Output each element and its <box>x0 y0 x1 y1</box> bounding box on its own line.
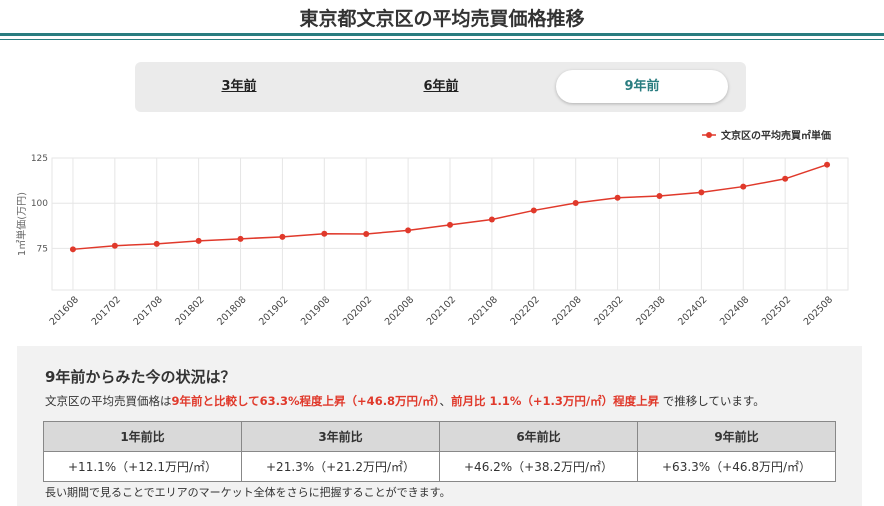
x-tick-label: 202502 <box>760 294 793 327</box>
x-tick-label: 202008 <box>383 294 416 327</box>
table-header: 6年前比 <box>439 421 638 452</box>
table-header: 3年前比 <box>241 421 440 452</box>
y-tick-label: 125 <box>31 154 48 164</box>
point <box>111 242 118 249</box>
y-axis-label: 1㎡単価(万円) <box>15 192 28 256</box>
point <box>782 175 789 182</box>
point <box>363 230 370 237</box>
x-tick-label: 202408 <box>718 294 751 327</box>
y-tick-label: 100 <box>31 199 48 209</box>
point <box>405 227 412 234</box>
table-cell: +21.3%（+21.2万円/㎡） <box>241 451 440 482</box>
x-tick-label: 201702 <box>90 294 123 327</box>
divider <box>0 39 884 40</box>
point <box>572 200 579 207</box>
point <box>69 246 76 253</box>
point <box>195 237 202 244</box>
legend-swatch <box>706 132 712 138</box>
x-tick-label: 202208 <box>550 294 583 327</box>
tab-bar: 3年前 6年前 9年前 <box>135 62 746 112</box>
x-tick-label: 202402 <box>676 294 709 327</box>
summary-panel: 9年前からみた今の状況は？ 文京区の平均売買価格は9年前と比較して63.3%程度… <box>17 346 862 506</box>
x-tick-label: 202302 <box>592 294 625 327</box>
point <box>237 235 244 242</box>
summary-text: 文京区の平均売買価格は9年前と比較して63.3%程度上昇（+46.8万円/㎡）、… <box>45 393 765 409</box>
divider <box>0 33 884 36</box>
point <box>614 194 621 201</box>
point <box>279 233 286 240</box>
table-cell: +63.3%（+46.8万円/㎡） <box>637 451 836 482</box>
x-tick-label: 201608 <box>48 294 81 327</box>
tab[interactable]: 6年前 <box>423 79 459 94</box>
table-cell: +46.2%（+38.2万円/㎡） <box>439 451 638 482</box>
summary-note: 長い期間で見ることでエリアのマーケット全体をさらに把握することができます。 <box>45 486 451 499</box>
x-tick-label: 201902 <box>257 294 290 327</box>
x-tick-label: 202508 <box>802 294 835 327</box>
point <box>656 192 663 199</box>
x-tick-label: 202002 <box>341 294 374 327</box>
legend-label: 文京区の平均売買㎡単価 <box>721 129 831 142</box>
point <box>824 161 831 168</box>
point <box>153 240 160 247</box>
point <box>447 221 453 228</box>
table-row: +11.1%（+12.1万円/㎡） +21.3%（+21.2万円/㎡） +46.2%… <box>43 451 836 482</box>
x-tick-label: 202102 <box>425 294 458 327</box>
text: 文京区の平均売買価格は <box>45 394 172 408</box>
x-tick-label: 202202 <box>508 294 541 327</box>
x-tick-label: 201908 <box>299 294 332 327</box>
highlight-text: 前月比 1.1%（+1.3万円/㎡）程度上昇 <box>451 394 660 408</box>
y-tick-label: 75 <box>37 244 48 254</box>
chart: 75 100 125 1㎡単価(万円) 201608 201702 201708 201802… <box>15 129 849 328</box>
summary-heading: 9年前からみた今の状況は？ <box>45 368 236 386</box>
x-tick-label: 201808 <box>215 294 248 327</box>
text: 、 <box>439 394 452 408</box>
point <box>321 230 328 237</box>
page-title: 東京都文京区の平均売買価格推移 <box>299 8 585 30</box>
point <box>488 216 495 223</box>
table-header: 9年前比 <box>637 421 836 452</box>
x-tick-label: 202108 <box>467 294 500 327</box>
point <box>698 189 705 196</box>
x-tick-label: 201802 <box>173 294 206 327</box>
x-tick-label: 202308 <box>634 294 667 327</box>
point <box>740 183 747 190</box>
table-cell: +11.1%（+12.1万円/㎡） <box>43 451 242 482</box>
comparison-table: 1年前比 3年前比 6年前比 9年前比 +11.1%（+12.1万円/㎡） +21.3%（… <box>43 421 836 482</box>
point <box>530 207 537 214</box>
x-tick-label: 201708 <box>131 294 164 327</box>
text: で推移しています。 <box>659 394 765 408</box>
tab[interactable]: 3年前 <box>221 79 257 94</box>
tab[interactable]: 9年前 <box>556 70 728 103</box>
table-header: 1年前比 <box>43 421 242 452</box>
highlight-text: 9年前と比較して63.3%程度上昇（+46.8万円/㎡） <box>171 394 440 408</box>
